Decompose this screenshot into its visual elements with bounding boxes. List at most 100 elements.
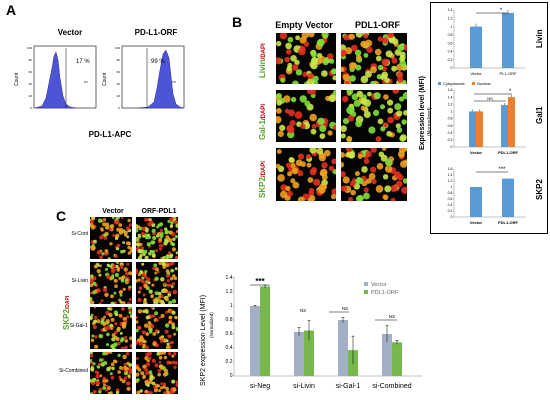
- cell: [98, 334, 103, 339]
- cell: [298, 47, 306, 56]
- cell: [151, 358, 156, 363]
- cell: [104, 249, 109, 253]
- cell: [126, 262, 130, 266]
- histogram-orf: 99 % P3 Count 0 20 40 60 80 100: [102, 45, 185, 110]
- cell: [165, 262, 169, 264]
- cell: [397, 76, 404, 83]
- cell: [137, 309, 143, 314]
- cell: [355, 120, 362, 128]
- cell: [129, 343, 132, 348]
- x-labels: si-Neg si-Livin si-Gal-1 si-Combined: [250, 383, 412, 390]
- cell: [98, 273, 102, 277]
- cell: [175, 255, 178, 259]
- cell: [92, 390, 97, 394]
- x-label: PL1-ORF: [500, 71, 517, 76]
- cell: [373, 109, 380, 116]
- svg-text:40: 40: [29, 82, 33, 86]
- y-ticks: 0 20 40 60 80 100: [115, 46, 120, 110]
- cell: [137, 290, 141, 294]
- cell: [129, 336, 132, 341]
- cell: [128, 223, 132, 227]
- cell: [363, 187, 369, 193]
- cell: [124, 372, 127, 376]
- cell: [144, 275, 148, 279]
- cell: [392, 38, 399, 45]
- cell: [401, 119, 407, 125]
- cell: [160, 313, 165, 318]
- cell: [102, 287, 108, 293]
- cell: [137, 256, 143, 259]
- cell: [106, 332, 110, 337]
- micrograph-sicont-orf: [136, 217, 178, 259]
- cell: [121, 276, 125, 280]
- cell: [175, 223, 178, 228]
- cell: [381, 148, 387, 151]
- cell: [170, 224, 174, 227]
- y-tick-label: 1.4: [448, 173, 453, 177]
- cell: [311, 124, 317, 129]
- cell: [115, 237, 118, 241]
- cell: [163, 282, 167, 286]
- cell: [122, 241, 125, 244]
- cell: [114, 330, 118, 335]
- cell: [171, 242, 175, 246]
- cell: [118, 290, 123, 295]
- cell: [136, 316, 138, 319]
- cell: [160, 277, 165, 282]
- sig-ns: NS: [389, 314, 395, 319]
- cell: [143, 298, 147, 301]
- cell: [332, 124, 336, 131]
- cell: [294, 59, 300, 66]
- cell: [155, 267, 159, 272]
- cell: [331, 158, 336, 165]
- cell: [319, 171, 325, 177]
- cell: [279, 33, 288, 40]
- x-label: PDL1-ORF: [498, 220, 519, 225]
- cell: [147, 321, 151, 325]
- cell: [155, 249, 159, 253]
- cell: [163, 288, 168, 294]
- cell: [123, 376, 127, 380]
- cell: [127, 374, 131, 378]
- cell: [148, 218, 152, 222]
- cell: [128, 363, 132, 367]
- cell: [137, 249, 142, 254]
- y-ticks: 0 20 40 60 80 100: [27, 46, 32, 110]
- cell: [356, 90, 364, 98]
- cell: [279, 124, 286, 131]
- cell: [172, 274, 176, 278]
- cell: [175, 383, 178, 387]
- cell: [114, 284, 118, 288]
- y-tick-label: 0.4: [448, 131, 453, 135]
- cell: [384, 165, 393, 173]
- cell: [144, 367, 148, 372]
- panel-c-chart: 0 0.2 0.4 0.6 0.8 1 1.2 1.4 si-Neg si-Livin si-Ga…: [226, 275, 422, 390]
- cell: [331, 68, 336, 75]
- cell: [300, 161, 306, 167]
- cell: [171, 360, 176, 365]
- cell: [152, 341, 157, 347]
- bars: [470, 178, 514, 217]
- cell: [324, 149, 331, 157]
- cell: [151, 253, 156, 258]
- cell: [105, 319, 110, 324]
- panel-c-col-orf: ORF-PDL1: [141, 208, 177, 215]
- cell: [120, 346, 125, 349]
- cell: [291, 167, 299, 175]
- svg-text:100: 100: [27, 46, 32, 50]
- cell: [90, 296, 93, 302]
- cell: [355, 195, 362, 201]
- cell: [371, 178, 377, 185]
- cell: [365, 150, 372, 158]
- cell: [159, 366, 164, 370]
- y-tick-label: 0.2: [448, 58, 453, 62]
- cell: [382, 174, 389, 180]
- cell: [348, 197, 354, 201]
- cell: [118, 223, 123, 227]
- cell: [174, 361, 178, 365]
- legend-swatch-vector: [364, 282, 368, 286]
- cell: [280, 190, 288, 199]
- cell: [382, 37, 389, 44]
- cell: [288, 109, 295, 117]
- y-tick-label: 1: [451, 25, 453, 29]
